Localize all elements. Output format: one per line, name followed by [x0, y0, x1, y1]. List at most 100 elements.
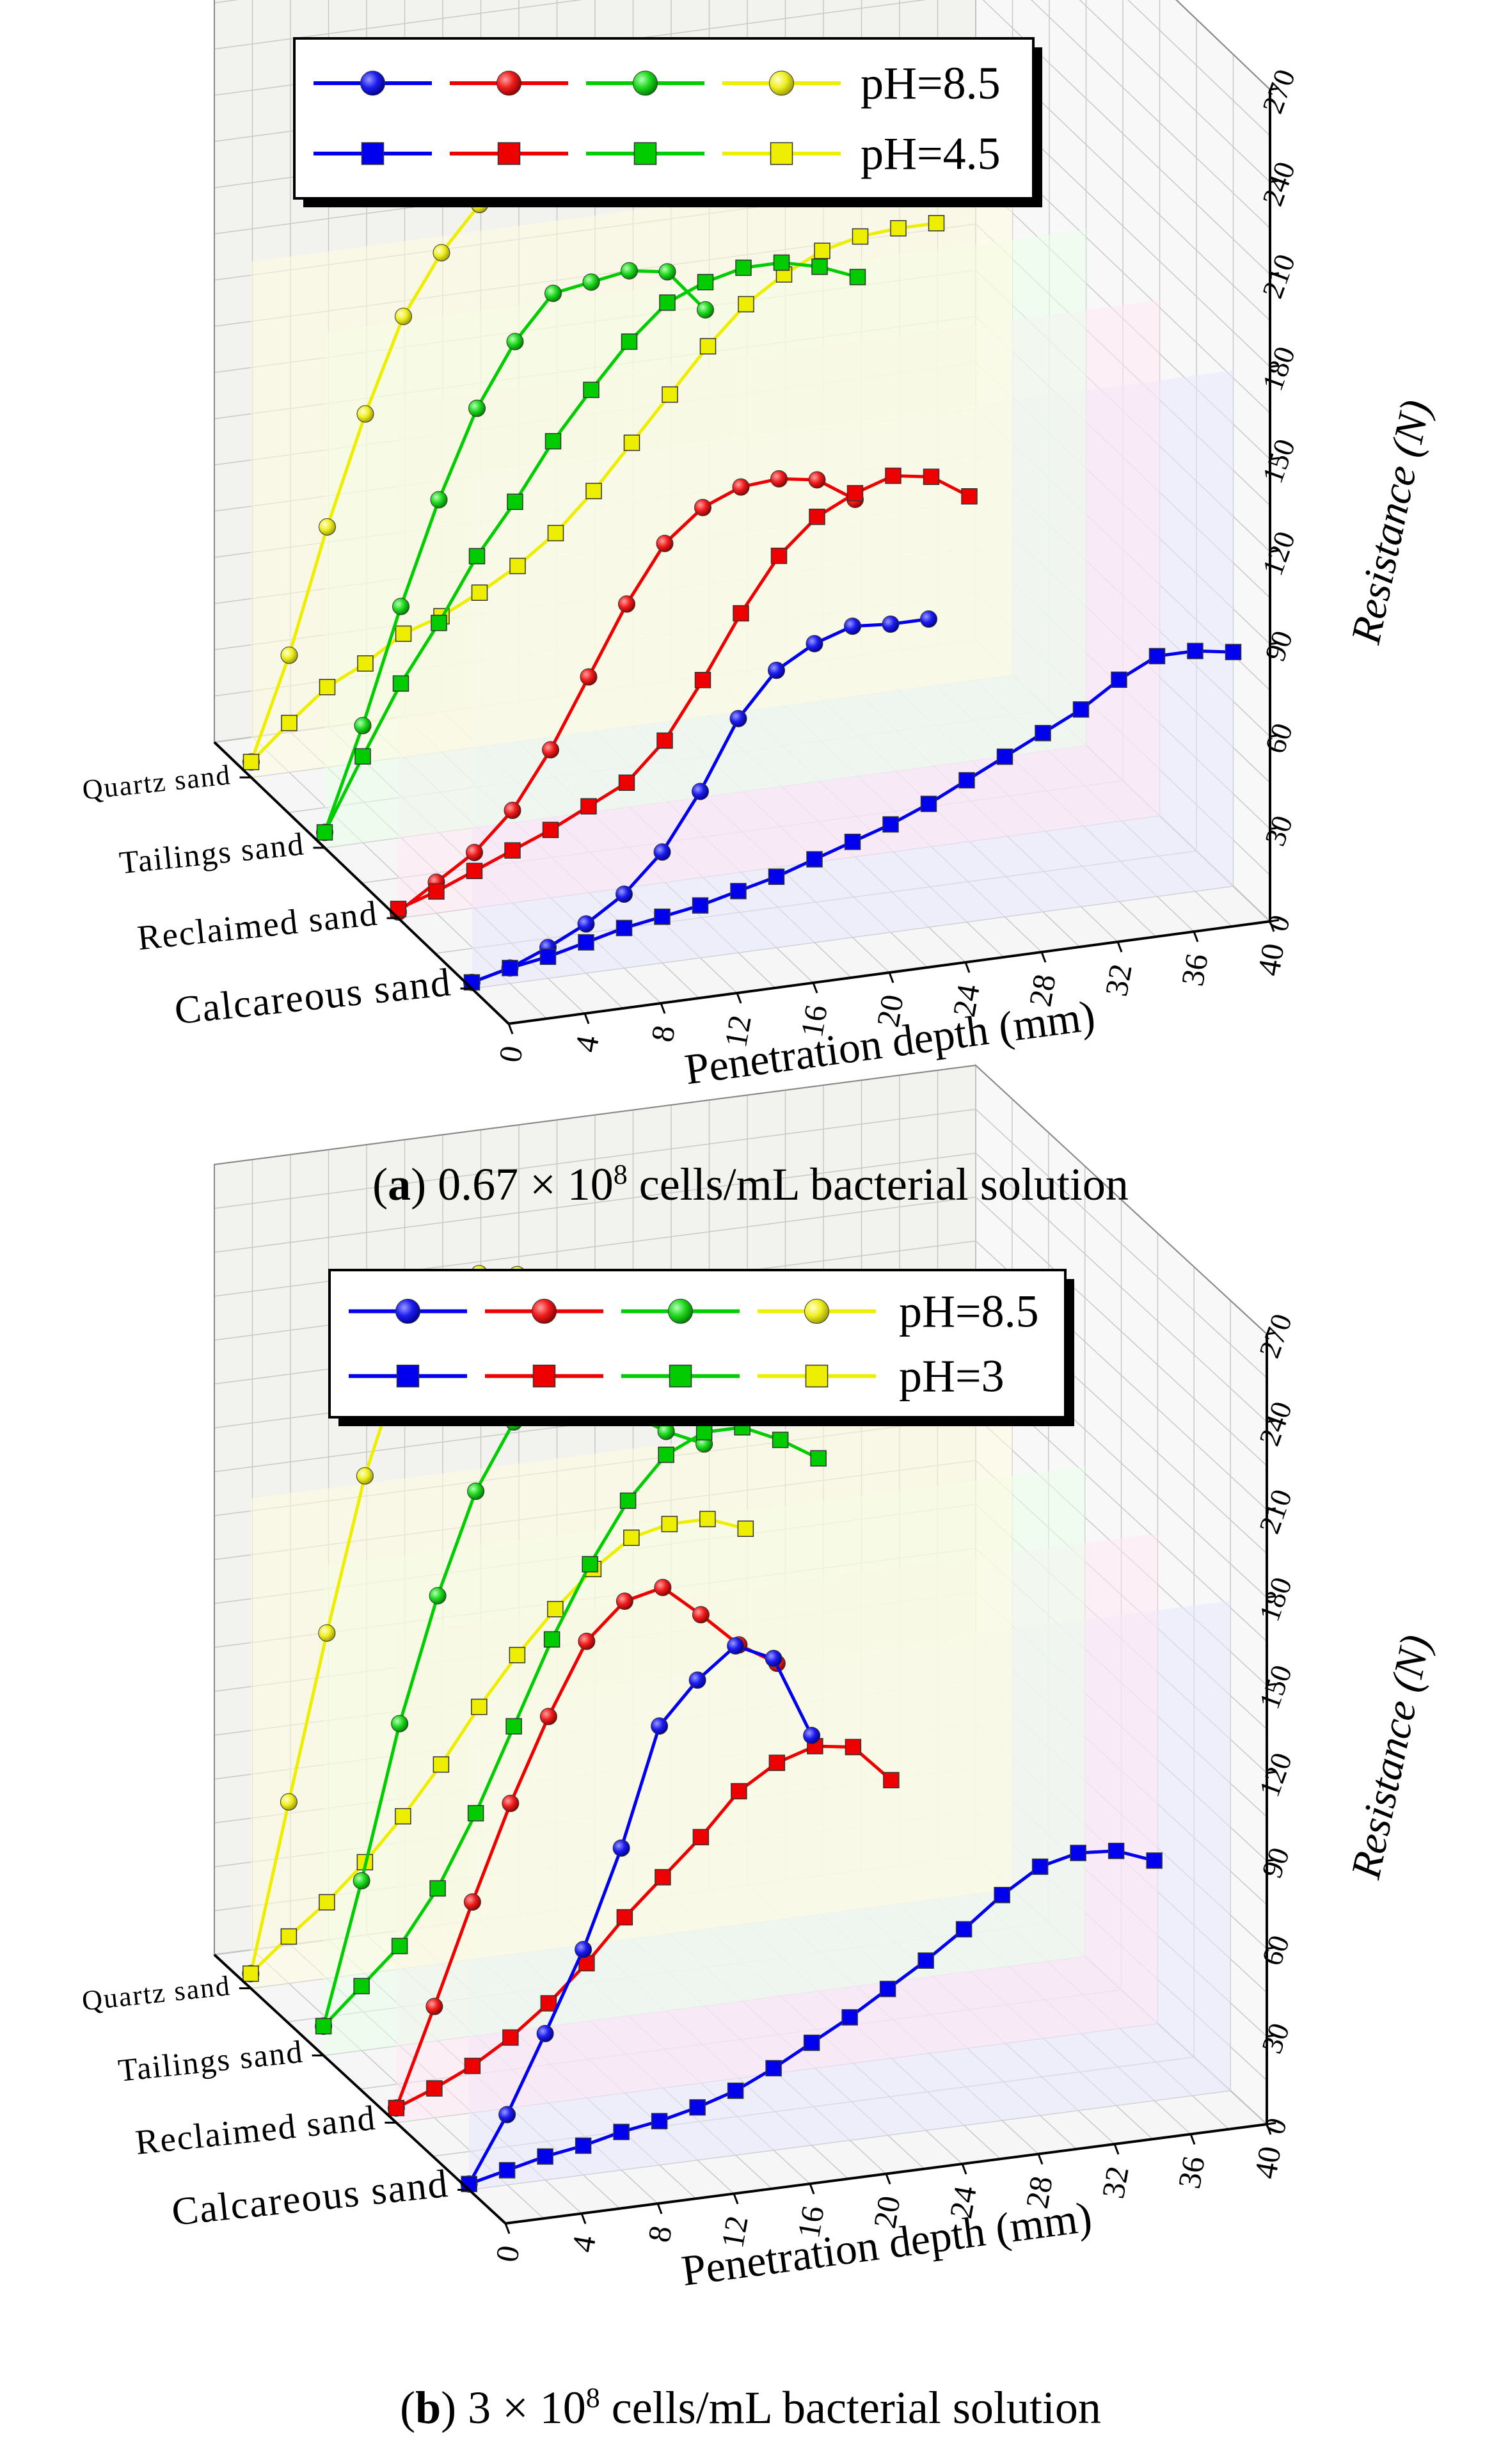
- legend-marker: [497, 142, 521, 165]
- x-tick: [580, 2213, 587, 2225]
- data-point: [315, 2018, 332, 2035]
- data-point: [849, 269, 866, 285]
- data-point: [429, 1587, 447, 1605]
- legend-marker: [770, 142, 793, 165]
- x-tick: [507, 1023, 514, 1035]
- data-point: [928, 215, 945, 232]
- data-point: [655, 1869, 671, 1886]
- y-tick: [1269, 549, 1280, 553]
- data-point: [920, 795, 937, 813]
- data-point: [502, 960, 518, 976]
- data-point: [623, 1529, 640, 1546]
- category-axis: [213, 1953, 507, 2225]
- data-point: [811, 258, 828, 275]
- y-tick: [1266, 1419, 1276, 1423]
- data-point: [885, 467, 901, 484]
- data-point: [615, 885, 633, 903]
- series-group: [242, 1511, 754, 1982]
- data-point: [651, 1717, 669, 1735]
- data-point: [1111, 671, 1127, 688]
- data-point: [653, 843, 671, 861]
- data-point: [651, 2113, 668, 2129]
- x-tick-label: 20: [866, 2193, 907, 2231]
- data-point: [621, 333, 638, 350]
- data-point: [280, 646, 298, 664]
- data-point: [803, 2034, 820, 2051]
- x-tick: [1266, 2124, 1272, 2135]
- data-point: [395, 625, 412, 642]
- data-point: [578, 1955, 595, 1972]
- x-tick-label: 32: [1098, 961, 1139, 999]
- data-point: [468, 399, 486, 417]
- data-point: [615, 919, 633, 937]
- data-point: [1031, 1858, 1049, 1875]
- data-point: [692, 1829, 710, 1846]
- x-tick-label: 16: [790, 2203, 831, 2241]
- series-group: [463, 642, 1242, 991]
- data-point: [502, 1795, 520, 1813]
- series-group: [242, 215, 945, 770]
- data-point: [846, 485, 864, 502]
- data-point: [882, 616, 900, 633]
- y-tick: [1269, 919, 1280, 923]
- data-point: [433, 1756, 450, 1773]
- data-point: [575, 2137, 592, 2154]
- data-point: [583, 381, 600, 399]
- data-point: [882, 816, 899, 833]
- data-point: [772, 1431, 789, 1449]
- x-tick: [736, 992, 742, 1004]
- x-tick-label: 4: [564, 2233, 602, 2255]
- data-point: [509, 1646, 526, 1664]
- data-point: [356, 1467, 374, 1485]
- data-point: [958, 772, 975, 789]
- grid-line: [214, 1152, 976, 1253]
- data-point: [578, 934, 594, 951]
- data-point: [547, 1601, 564, 1617]
- data-point: [242, 1965, 259, 1982]
- x-tick: [733, 2193, 739, 2205]
- x-tick-label: 0: [488, 2243, 526, 2264]
- data-point: [425, 1998, 443, 2015]
- legend: pH=8.5 pH=3: [328, 1269, 1074, 1426]
- x-tick: [1193, 931, 1199, 942]
- data-point: [961, 488, 978, 505]
- y-tick: [1269, 179, 1280, 183]
- data-point: [242, 754, 260, 770]
- data-point: [729, 710, 747, 727]
- y-tick-label: 0: [1258, 2113, 1294, 2138]
- data-point: [844, 617, 861, 635]
- data-point: [353, 1872, 370, 1889]
- data-point: [699, 1511, 716, 1527]
- x-tick-label: 24: [942, 2183, 983, 2221]
- data-point: [616, 1909, 633, 1926]
- series-group: [388, 1738, 900, 2117]
- data-point: [430, 491, 448, 509]
- data-point: [654, 909, 671, 925]
- category-label: Quartz sand: [81, 1970, 232, 2017]
- data-point: [467, 1482, 485, 1500]
- data-point: [281, 715, 298, 731]
- category-label: Tailings sand: [116, 2033, 305, 2088]
- x-tick: [656, 2203, 663, 2214]
- data-point: [1146, 1852, 1163, 1869]
- legend-marker: [805, 1364, 829, 1388]
- category-axis: [213, 741, 510, 1025]
- data-point: [770, 470, 788, 488]
- legend-marker: [633, 70, 658, 96]
- x-tick: [504, 2223, 511, 2234]
- data-point: [585, 482, 602, 500]
- category-label: Quartz sand: [81, 759, 232, 806]
- category-label: Reclaimed sand: [134, 2098, 378, 2162]
- data-point: [509, 557, 526, 575]
- data-point: [732, 478, 750, 496]
- data-point: [544, 284, 562, 302]
- category-label: Calcareous sand: [170, 2162, 450, 2234]
- data-point: [809, 508, 825, 525]
- caption-b: (b) 3 × 108 cells/mL bacterial solution: [400, 2382, 1101, 2433]
- data-point: [661, 1516, 678, 1532]
- data-point: [920, 610, 937, 628]
- data-point: [471, 584, 488, 601]
- data-point: [1072, 701, 1090, 718]
- data-point: [662, 386, 678, 403]
